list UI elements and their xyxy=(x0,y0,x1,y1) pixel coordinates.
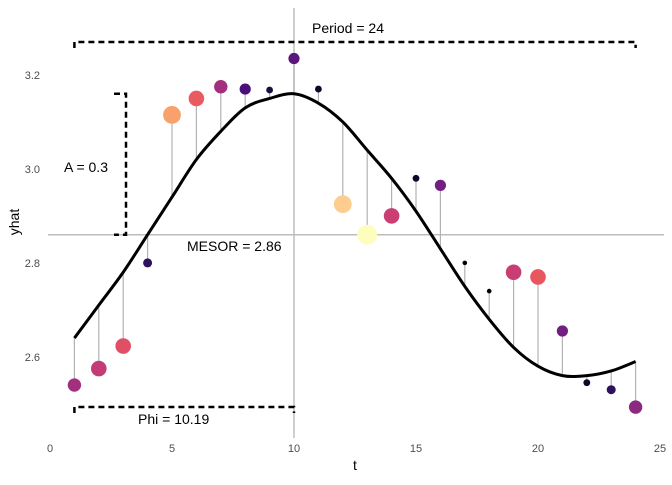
amplitude-bracket xyxy=(114,92,128,236)
reference-lines-layer xyxy=(48,8,664,438)
data-point-20 xyxy=(530,269,546,285)
data-point-18 xyxy=(486,288,492,294)
data-point-4 xyxy=(143,258,153,268)
mesor-label: MESOR = 2.86 xyxy=(187,238,282,254)
data-point-11 xyxy=(315,85,322,93)
data-point-15 xyxy=(412,174,420,182)
data-point-9 xyxy=(266,86,273,94)
tick-labels-layer: 0 5 10 15 20 25 2.6 2.8 3.0 3.2 xyxy=(25,70,666,455)
x-tick-label-15: 15 xyxy=(410,443,422,455)
cosinor-fit-line xyxy=(73,92,637,379)
x-tick-label-20: 20 xyxy=(532,443,544,455)
x-tick-label-0: 0 xyxy=(47,443,53,455)
data-point-7 xyxy=(214,80,228,94)
y-tick-label-3: 3.0 xyxy=(25,164,40,176)
data-point-1 xyxy=(67,378,82,392)
period-bracket xyxy=(73,40,637,48)
y-axis-title: yhat xyxy=(6,209,22,236)
y-tick-label-3.2: 3.2 xyxy=(25,70,40,82)
data-point-16 xyxy=(434,179,446,191)
amplitude-label: A = 0.3 xyxy=(64,159,108,175)
data-point-5 xyxy=(163,106,181,124)
data-point-3 xyxy=(115,338,131,354)
data-point-22 xyxy=(583,379,591,387)
phi-label: Phi = 10.19 xyxy=(138,411,209,427)
y-tick-label-2.8: 2.8 xyxy=(25,258,40,270)
data-point-2 xyxy=(91,360,107,377)
x-tick-label-25: 25 xyxy=(654,443,666,455)
data-point-13 xyxy=(357,224,378,245)
fit-line-layer xyxy=(73,92,637,379)
y-tick-label-2.6: 2.6 xyxy=(25,352,40,364)
x-tick-label-10: 10 xyxy=(288,443,300,455)
data-point-17 xyxy=(462,260,468,266)
residual-segments-layer xyxy=(73,58,637,408)
data-point-24 xyxy=(628,400,643,414)
x-tick-label-5: 5 xyxy=(169,443,175,455)
x-axis-title: t xyxy=(353,457,357,473)
data-point-19 xyxy=(505,264,522,281)
data-point-23 xyxy=(606,385,616,395)
data-point-8 xyxy=(239,83,251,95)
data-point-6 xyxy=(188,90,205,107)
data-point-21 xyxy=(556,325,569,337)
data-point-12 xyxy=(333,195,352,214)
phi-bracket xyxy=(73,405,296,413)
points-layer xyxy=(67,52,643,414)
data-point-14 xyxy=(383,208,400,224)
data-point-10 xyxy=(288,52,300,65)
period-label: Period = 24 xyxy=(312,20,384,36)
annotation-brackets-layer xyxy=(73,40,637,413)
